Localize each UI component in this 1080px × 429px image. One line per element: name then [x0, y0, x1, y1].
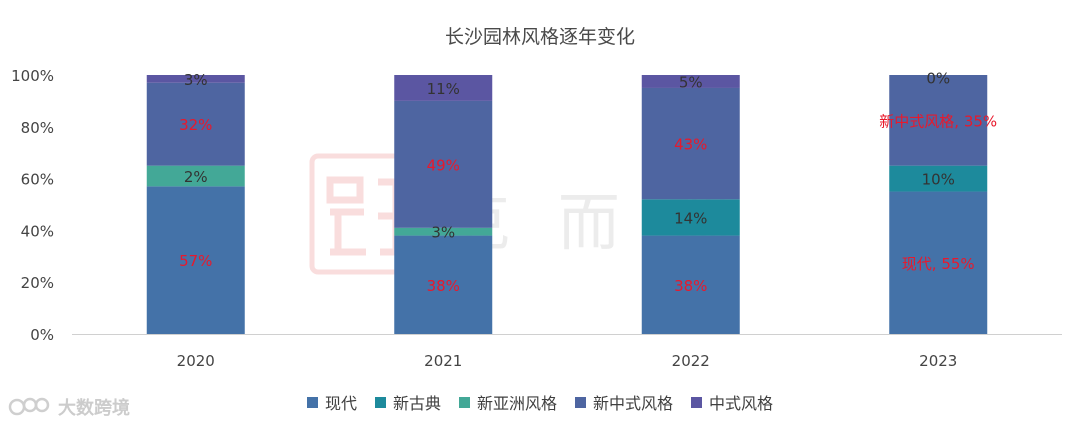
x-tick-label: 2023	[919, 352, 957, 370]
legend-item: 中式风格	[691, 390, 773, 414]
legend-item: 现代	[306, 390, 357, 414]
brand-logo: 大数跨境	[8, 394, 130, 420]
legend-label: 新古典	[392, 394, 441, 413]
bar-segment	[394, 100, 493, 228]
x-tick-label: 2022	[672, 352, 710, 370]
bar-segment	[641, 75, 740, 88]
chart-title: 长沙园林风格逐年变化	[444, 26, 635, 48]
bar-segment	[146, 165, 245, 187]
legend-swatch	[691, 396, 703, 408]
data-label: 38%	[674, 277, 707, 295]
data-label: 11%	[427, 80, 460, 98]
y-tick-label: 40%	[21, 222, 54, 240]
data-label: 2%	[184, 168, 208, 186]
legend-item: 新亚洲风格	[458, 390, 557, 414]
data-label: 现代, 55%	[902, 255, 975, 273]
y-tick-label: 80%	[21, 119, 54, 137]
y-tick-label: 0%	[30, 326, 54, 344]
legend-label: 新亚洲风格	[476, 394, 557, 413]
bar-segment	[394, 235, 493, 334]
y-tick-label: 20%	[21, 274, 54, 292]
y-tick-label: 100%	[11, 67, 54, 85]
bar-segment	[889, 191, 988, 334]
data-label: 14%	[674, 209, 707, 227]
legend-label: 中式风格	[709, 394, 774, 413]
data-label: 43%	[674, 136, 707, 154]
bar-segment	[889, 165, 988, 192]
legend-item: 新古典	[374, 390, 441, 414]
data-label: 新中式风格, 35%	[879, 112, 997, 130]
legend-swatch	[458, 396, 470, 408]
data-label: 57%	[179, 252, 212, 270]
legend-swatch	[306, 396, 318, 408]
legend-label: 现代	[324, 394, 357, 413]
bar-segment	[146, 186, 245, 334]
data-label: 5%	[679, 73, 703, 91]
y-tick-label: 60%	[21, 171, 54, 189]
data-label: 38%	[427, 277, 460, 295]
x-tick-label: 2020	[177, 352, 215, 370]
bar-segment	[394, 227, 493, 236]
brand-logo-text: 大数跨境	[58, 398, 130, 419]
brand-logo-icon	[8, 397, 50, 416]
legend-item: 新中式风格	[575, 390, 673, 414]
bar-segment	[889, 75, 988, 166]
bar-segment	[394, 75, 493, 101]
bar-segment	[641, 87, 740, 200]
legend-label: 新中式风格	[593, 394, 674, 413]
legend-swatch	[374, 396, 386, 408]
bar-segment	[641, 235, 740, 334]
data-label: 3%	[184, 71, 208, 89]
stacked-bar-chart: 0% 20% 40% 60% 80% 100% 2020 2021 2022 2023 57% 2% 3…	[11, 67, 1062, 370]
data-label: 10%	[922, 171, 955, 189]
data-label: 32%	[179, 116, 212, 134]
x-tick-label: 2021	[424, 352, 462, 370]
bar-segment	[146, 82, 245, 166]
data-label: 3%	[431, 224, 455, 242]
legend-swatch	[575, 396, 586, 408]
bar-segment	[146, 75, 245, 83]
data-label: 0%	[926, 70, 950, 88]
data-label: 49%	[427, 156, 460, 174]
bar-segment	[641, 199, 740, 236]
chart-legend: 现代 新古典 新亚洲风格 新中式风格 中式风格	[0, 391, 1080, 413]
